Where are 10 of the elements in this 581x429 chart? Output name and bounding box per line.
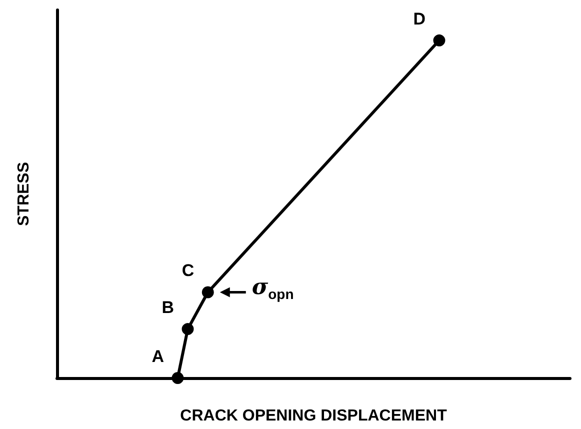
- y-axis-title: STRESS: [16, 162, 32, 226]
- point: [433, 34, 446, 46]
- text: D: [413, 9, 426, 28]
- annotation: B: [162, 298, 174, 318]
- point: [182, 323, 194, 336]
- point: [202, 286, 214, 298]
- x-axis-title: CRACK OPENING DISPLACEMENT: [180, 408, 448, 424]
- annotation: C: [182, 261, 194, 280]
- annotation: A: [152, 347, 164, 366]
- point: [172, 372, 184, 384]
